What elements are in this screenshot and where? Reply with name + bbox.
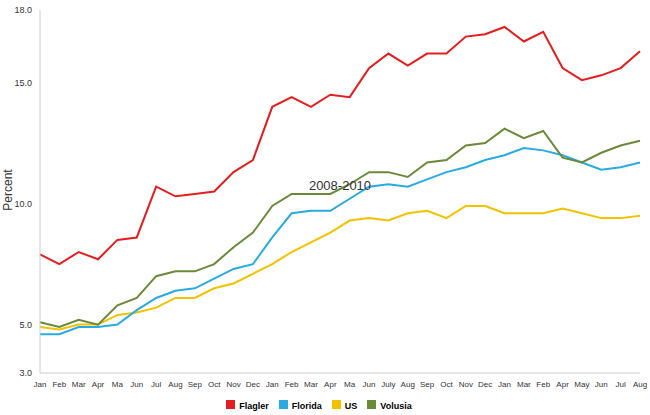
svg-text:Dec: Dec [246, 380, 260, 389]
svg-text:Ma: Ma [112, 380, 124, 389]
svg-text:Feb: Feb [285, 380, 299, 389]
svg-text:May: May [574, 380, 589, 389]
svg-text:Jun: Jun [130, 380, 143, 389]
html-text:Percent: Percent [1, 169, 15, 211]
svg-text:Ma: Ma [344, 380, 356, 389]
svg-text:July: July [381, 380, 395, 389]
svg-text:Jul: Jul [616, 380, 626, 389]
svg-text:Jun: Jun [595, 380, 608, 389]
svg-text:Aug: Aug [633, 380, 642, 389]
svg-text:Jun: Jun [363, 380, 376, 389]
svg-text:10.0: 10.0 [14, 199, 32, 209]
html-text:US: US [344, 401, 358, 411]
svg-text:5.0: 5.0 [19, 320, 32, 330]
svg-text:18.0: 18.0 [14, 5, 32, 15]
svg-text:Jan: Jan [266, 380, 279, 389]
svg-text:Mar: Mar [72, 380, 86, 389]
svg-text:Apr: Apr [556, 380, 569, 389]
html-text:2008-2010: 2008-2010 [308, 178, 372, 193]
svg-text:Oct: Oct [440, 380, 453, 389]
svg-text:Aug: Aug [401, 380, 415, 389]
svg-text:Mar: Mar [517, 380, 531, 389]
svg-text:Apr: Apr [92, 380, 105, 389]
html-text:Volusia: Volusia [380, 401, 412, 411]
svg-text:Feb: Feb [536, 380, 550, 389]
svg-text:Nov: Nov [226, 380, 240, 389]
svg-text:15.0: 15.0 [14, 78, 32, 88]
svg-text:Jul: Jul [151, 380, 161, 389]
svg-text:Apr: Apr [324, 380, 337, 389]
html-text:Flagler: Flagler [239, 401, 269, 411]
svg-text:Oct: Oct [208, 380, 221, 389]
svg-text:Mar: Mar [304, 380, 318, 389]
svg-text:3.0: 3.0 [19, 368, 32, 378]
svg-text:Sep: Sep [188, 380, 203, 389]
svg-text:Jan: Jan [34, 380, 47, 389]
svg-text:Jan: Jan [498, 380, 511, 389]
svg-text:Feb: Feb [52, 380, 66, 389]
html-text:Florida: Florida [291, 401, 322, 411]
svg-text:Dec: Dec [478, 380, 492, 389]
svg-text:Sep: Sep [420, 380, 435, 389]
svg-text:Aug: Aug [168, 380, 182, 389]
svg-text:Nov: Nov [459, 380, 473, 389]
